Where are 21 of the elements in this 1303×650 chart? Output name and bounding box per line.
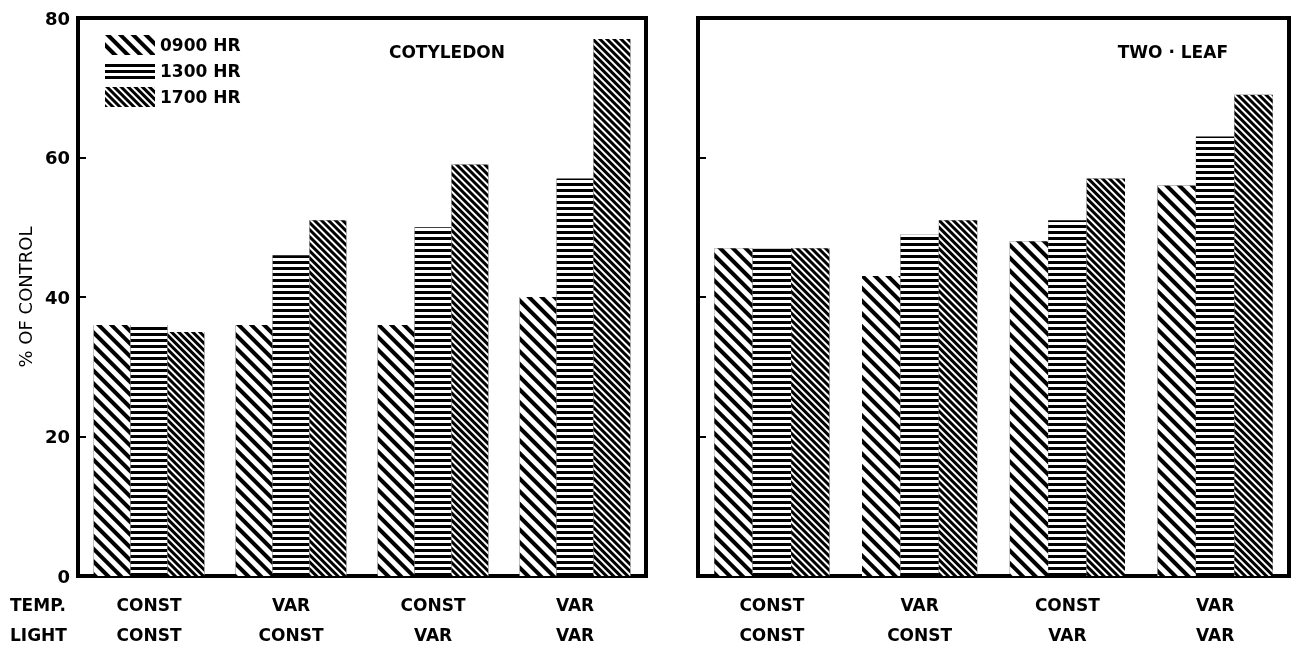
text: COTYLEDON	[388, 41, 506, 62]
text: TEMP.	[10, 594, 66, 615]
x-tick-label: VAR CONST	[887, 595, 953, 645]
y-tick-label: 60	[44, 147, 70, 168]
x-tick-label: CONST CONST	[739, 595, 805, 645]
y-tick-label: 80	[44, 7, 70, 29]
legend-label: 1700 HR	[160, 87, 241, 107]
x-tick-label: VAR CONST	[258, 595, 324, 645]
y-tick-label: 40	[44, 286, 70, 308]
legend-label: 0900 HR	[160, 35, 241, 55]
text: LIGHT	[10, 624, 68, 645]
x-tick-label: CONST VAR	[400, 595, 466, 645]
x-tick-label: CONST CONST	[116, 595, 182, 645]
text: TWO · LEAF	[1117, 41, 1228, 62]
x-tick-label: VAR VAR	[555, 595, 595, 645]
legend-label: 1300 HR	[160, 61, 241, 81]
y-tick-label: 0	[57, 565, 70, 587]
y-axis-title: % OF CONTROL	[14, 226, 36, 368]
y-tick-label: 20	[44, 426, 70, 447]
x-tick-label: VAR VAR	[1196, 595, 1235, 645]
x-tick-label: CONST VAR	[1034, 595, 1101, 645]
